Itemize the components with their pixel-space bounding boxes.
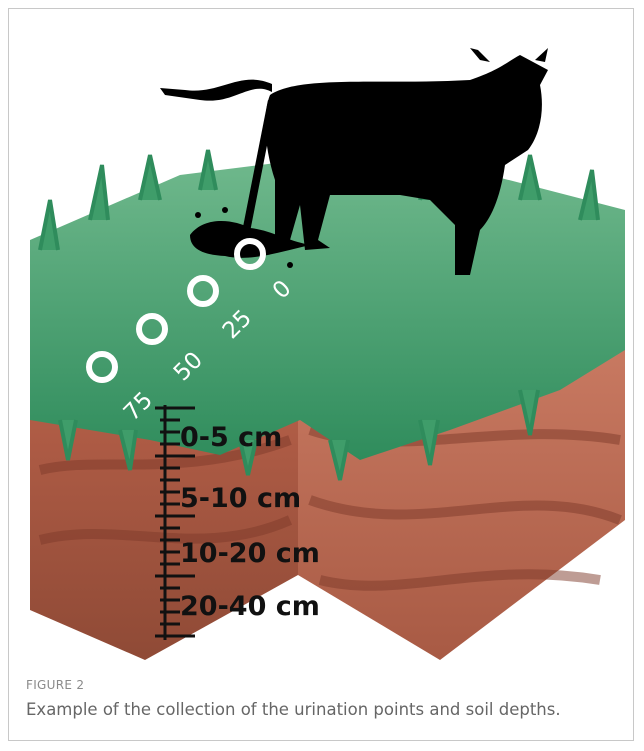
figure-caption: Example of the collection of the urinati…: [26, 700, 561, 719]
depth-label: 0-5 cm: [180, 422, 282, 453]
depth-label: 5-10 cm: [180, 483, 301, 514]
depth-label: 10-20 cm: [180, 538, 320, 569]
figure-label: FIGURE 2: [26, 678, 84, 692]
depth-label: 20-40 cm: [180, 591, 320, 622]
page: 0255075 0-5 cm5-10 cm10-20 cm20-40 cm FI…: [0, 0, 644, 751]
